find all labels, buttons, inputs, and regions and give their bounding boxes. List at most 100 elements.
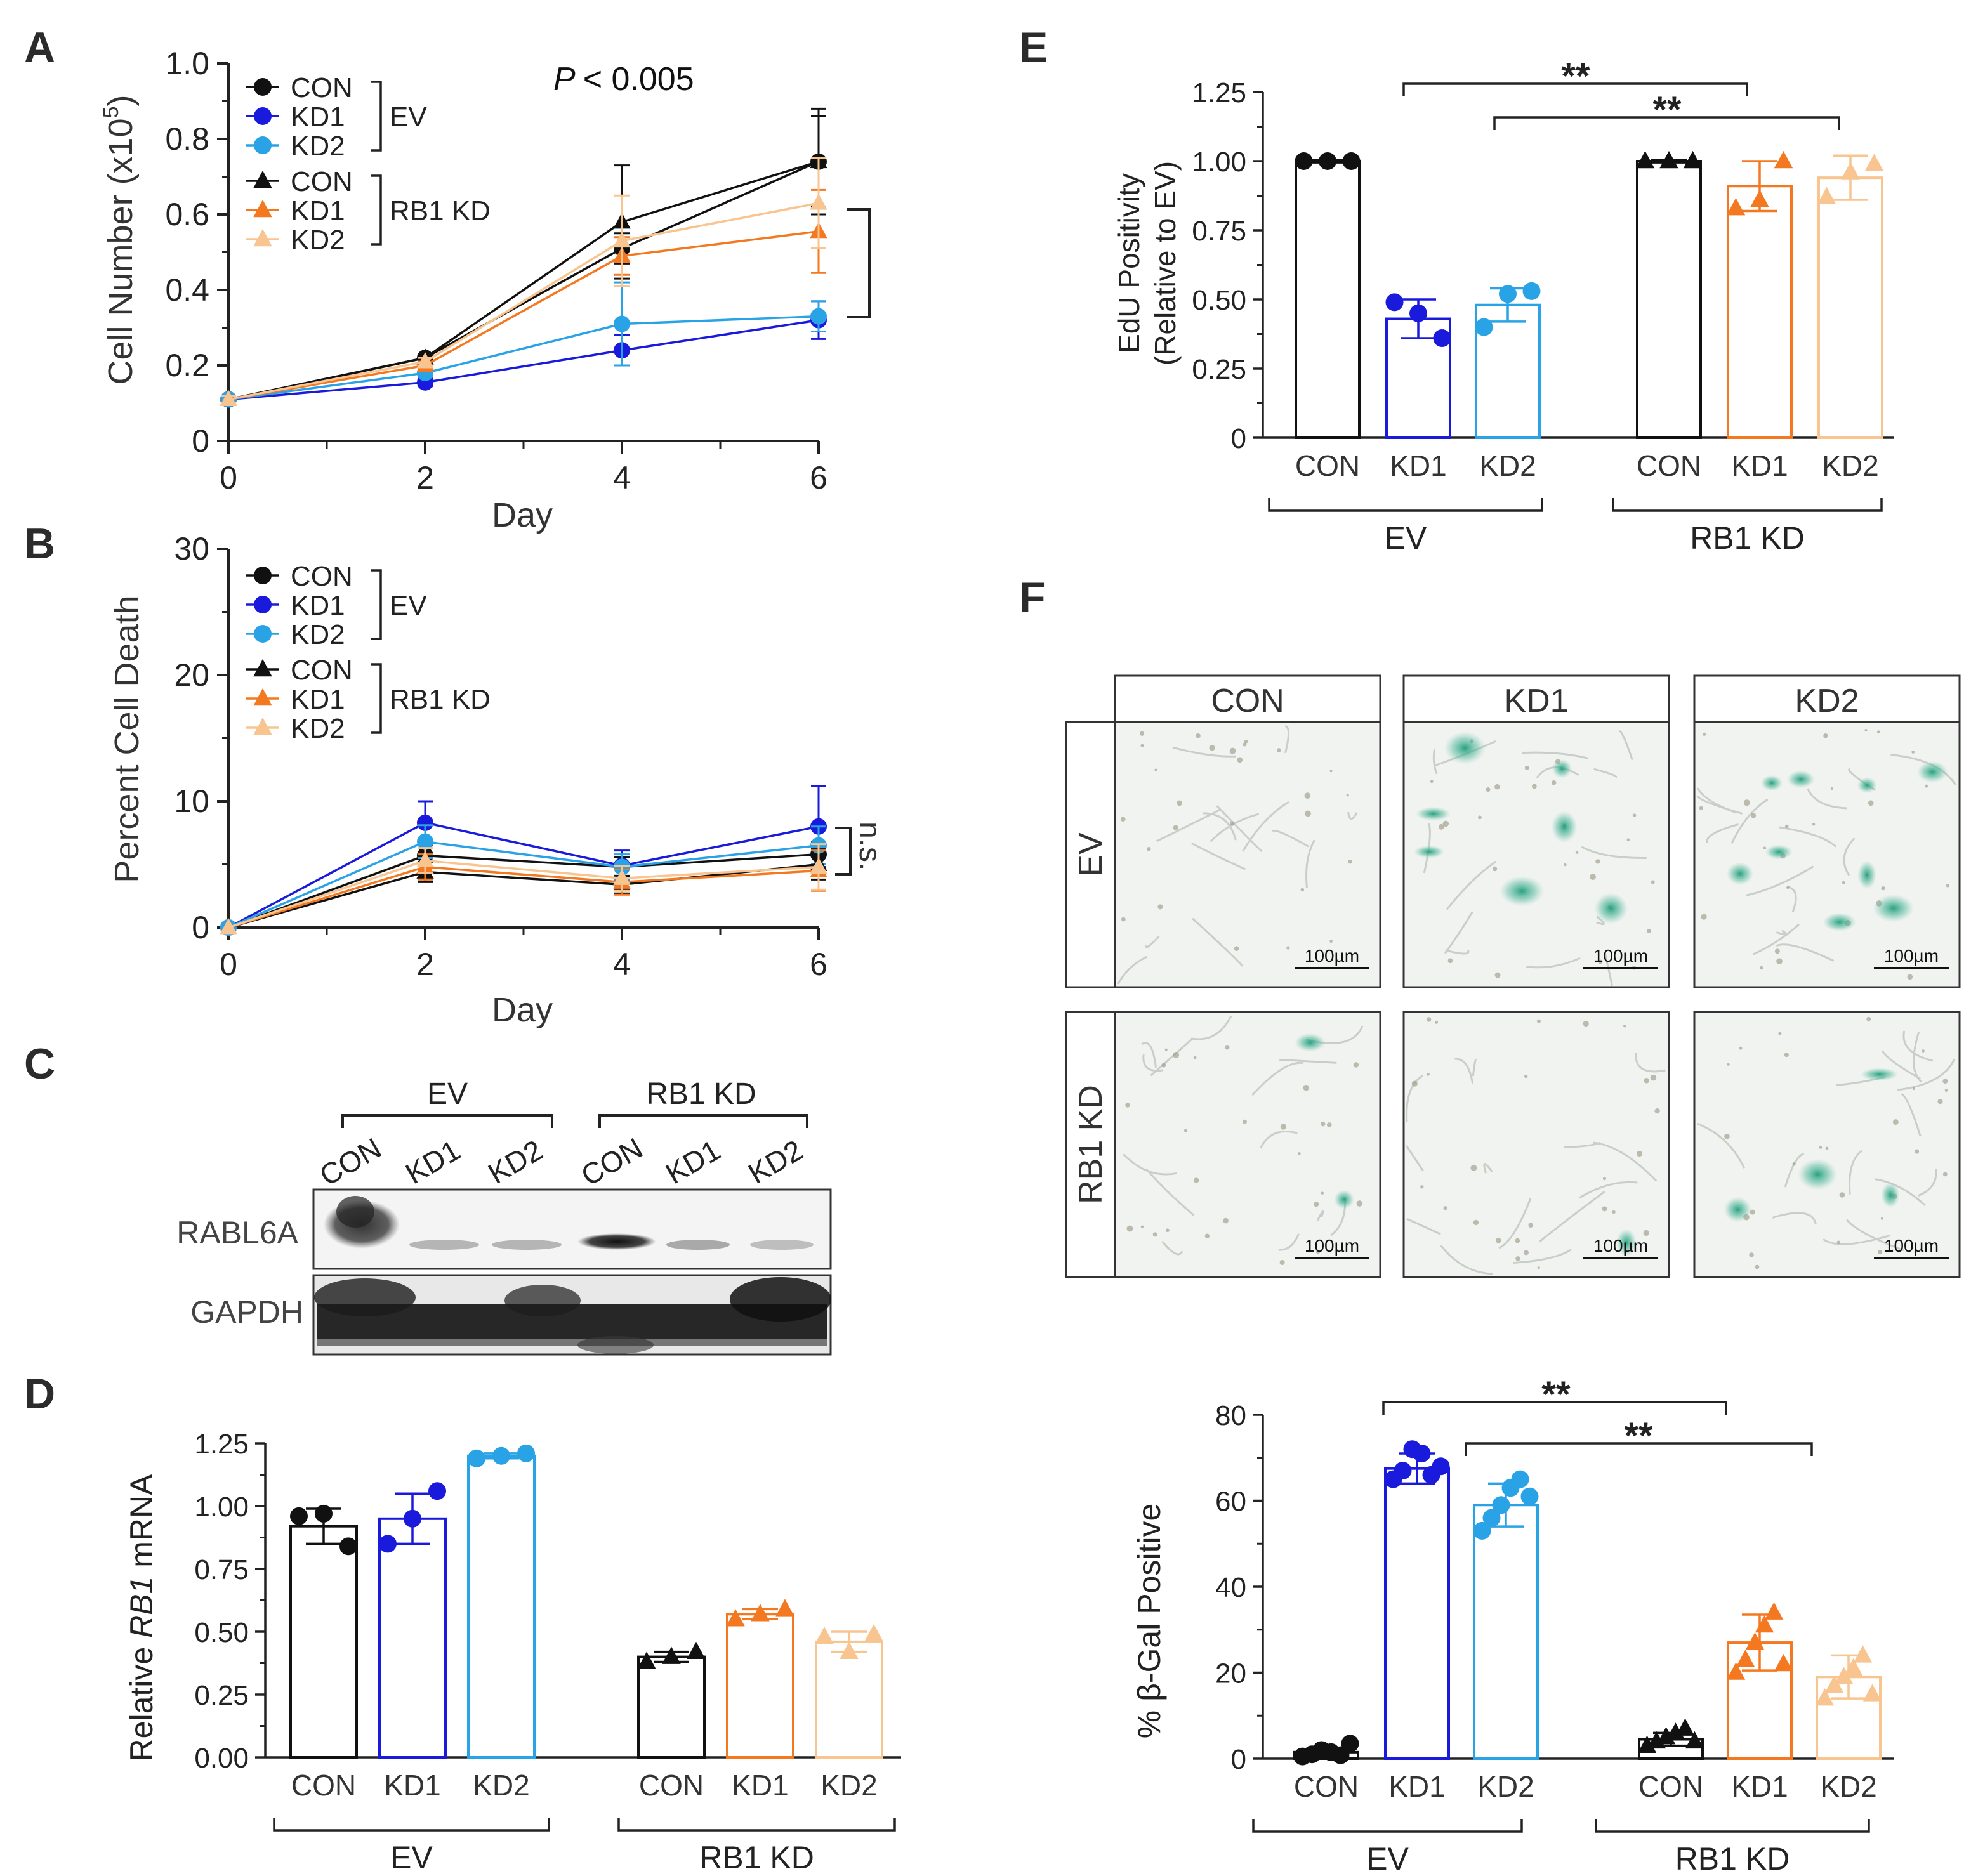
panel-letter-e: E: [1019, 23, 1048, 72]
cell-outline: [1316, 1210, 1324, 1221]
cell-outline: [1776, 943, 1835, 962]
cell-outline: [1593, 1141, 1658, 1182]
data-point: [810, 857, 827, 874]
beta-gal-stain: [1551, 811, 1578, 843]
data-point: [1764, 1602, 1784, 1620]
beta-gal-stain: [1823, 912, 1857, 932]
group-label: EV: [390, 1840, 433, 1875]
debris-dot: [1878, 1250, 1883, 1255]
blot-bracket-rb1kd: [598, 1114, 808, 1128]
debris-dot: [1157, 904, 1163, 910]
panel-e-bars: [1295, 150, 1884, 439]
panel-f-sig-label-2: **: [1624, 1415, 1653, 1457]
cell-outline: [1846, 1219, 1904, 1252]
data-point: [468, 1449, 485, 1467]
cell-outline: [1901, 1092, 1922, 1137]
data-point: [751, 1604, 770, 1622]
debris-dot: [1750, 813, 1757, 818]
data-point: [1659, 150, 1678, 169]
debris-dot: [1823, 733, 1828, 738]
debris-dot: [1166, 1228, 1170, 1233]
category-label: CON: [291, 1769, 356, 1802]
cell-outline: [1284, 725, 1290, 754]
panel-a-pvalue: P < 0.005: [553, 61, 694, 98]
data-point: [1745, 1632, 1765, 1650]
data-point: [417, 814, 433, 831]
cell-outline: [1513, 1249, 1572, 1264]
panel-d-bars: [289, 1444, 883, 1759]
scale-bar-label: 100µm: [1884, 946, 1939, 966]
panel-b-series: [220, 785, 827, 936]
debris-dot: [1447, 958, 1453, 964]
group-bracket: [1595, 1819, 1870, 1833]
beta-gal-stain: [1724, 1197, 1752, 1223]
panel-e-axes: 0 0.25 0.50 0.75 1.00 1.25 CON KD1 KD2 CON KD1 KD2 E…: [1192, 77, 1894, 556]
cell-outline: [1123, 1153, 1177, 1176]
y-tick-label: 40: [1215, 1572, 1246, 1603]
cell-outline: [1472, 1058, 1477, 1077]
group-bracket: [1252, 1819, 1523, 1833]
data-point: [1635, 150, 1655, 169]
panel-f-y-label: % β-Gal Positive: [1131, 1504, 1167, 1739]
bar-group-1: [1384, 1440, 1450, 1760]
micro-col-label-kd1: KD1: [1504, 683, 1568, 719]
panel-a-significance-bracket: [847, 208, 871, 318]
debris-dot: [1329, 770, 1333, 773]
debris-dot: [1942, 1079, 1948, 1084]
debris-dot: [1473, 1219, 1479, 1226]
cell-outline: [1706, 823, 1739, 843]
legend-marker: [254, 625, 272, 643]
debris-dot: [1785, 824, 1789, 829]
cell-outline: [1696, 795, 1743, 815]
group-label: RB1 KD: [699, 1840, 814, 1875]
debris-dot: [1164, 1048, 1168, 1051]
data-point: [404, 1509, 421, 1528]
x-tick-label: 2: [416, 947, 434, 982]
debris-dot: [1654, 1108, 1660, 1114]
cell-outline: [1881, 1050, 1922, 1080]
cell-outline: [1347, 811, 1358, 820]
debris-dot: [1598, 959, 1603, 964]
debris-dot: [1173, 825, 1178, 830]
data-point: [637, 1651, 656, 1669]
debris-dot: [1426, 1017, 1432, 1022]
cell-outline: [1875, 1178, 1926, 1206]
cell-outline: [1446, 860, 1497, 910]
debris-dot: [1126, 1225, 1133, 1232]
panel-letter-d: D: [24, 1370, 55, 1418]
cell-outline: [1203, 812, 1237, 841]
data-point: [614, 315, 630, 332]
debris-dot: [1575, 851, 1579, 854]
beta-gal-stain: [1786, 770, 1815, 789]
micrograph-0-0: 100µm: [1114, 721, 1381, 988]
debris-dot: [1749, 1252, 1754, 1257]
legend-label: KD2: [291, 713, 345, 744]
bar-group-0: [289, 1504, 358, 1759]
y-tick-label: 10: [174, 784, 209, 819]
debris-dot: [1329, 940, 1333, 943]
debris-dot: [1494, 972, 1501, 978]
debris-dot: [1842, 881, 1845, 884]
beta-gal-stain: [1916, 761, 1948, 783]
category-label: KD2: [1822, 449, 1878, 482]
debris-dot: [1637, 1151, 1643, 1157]
debris-dot: [1866, 1016, 1871, 1021]
beta-gal-stain: [1857, 777, 1877, 794]
micro-images: 100µm 100µm 100µm 100µm 100µm 100µm: [1114, 721, 1961, 1278]
bar-group-3: [637, 1641, 706, 1759]
cell-outline: [1918, 1169, 1937, 1197]
debris-dot: [1280, 1124, 1287, 1130]
data-point: [220, 390, 237, 407]
group-label: RB1 KD: [1675, 1841, 1790, 1876]
panel-b-ns-label: n.s.: [853, 822, 887, 870]
cell-outline: [1454, 1058, 1474, 1084]
debris-dot: [1304, 792, 1311, 799]
cell-outline: [1406, 1075, 1423, 1123]
debris-dot: [1486, 787, 1491, 792]
cell-outline: [1593, 768, 1618, 778]
debris-dot: [1346, 794, 1349, 797]
cell-outline: [1305, 839, 1315, 889]
debris-dot: [1701, 914, 1707, 920]
